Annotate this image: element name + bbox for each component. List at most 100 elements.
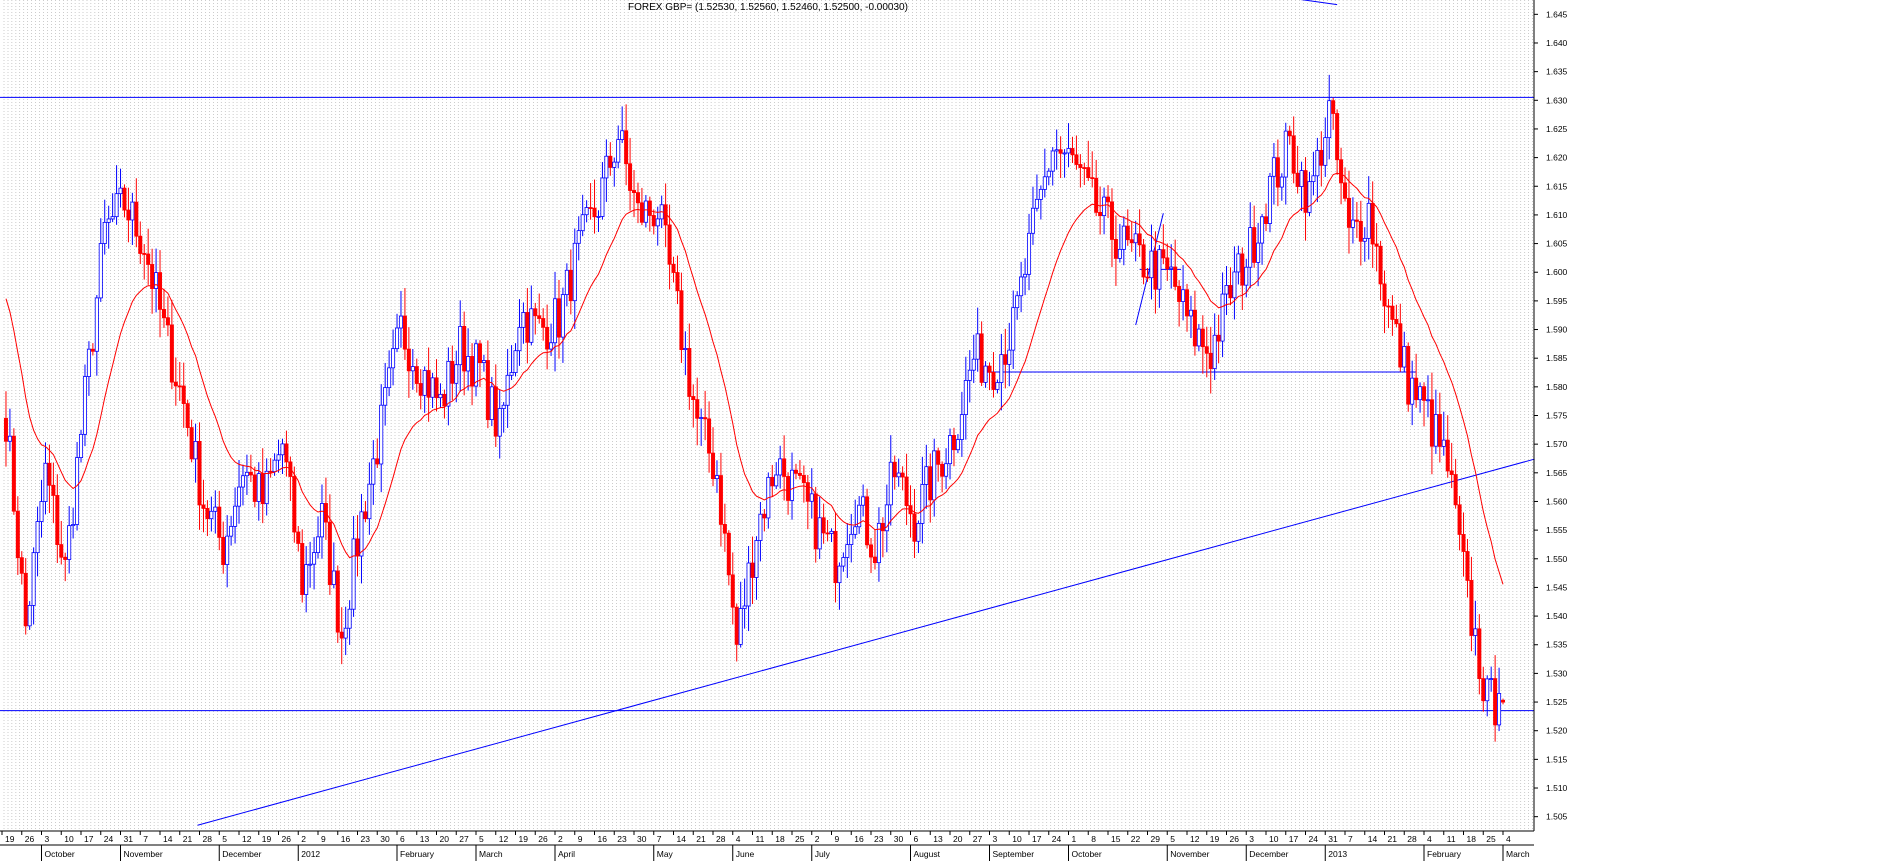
candle [829,528,834,543]
candle-body [904,476,909,507]
candle-body [422,370,427,396]
candle [1319,131,1324,187]
candle [418,369,423,410]
candle [237,459,242,524]
x-tick-label: 20 [953,834,963,844]
candle-body [849,533,854,545]
candle [1283,122,1288,205]
x-tick-label: 3 [1249,834,1254,844]
candle-body [1465,551,1470,581]
candle-body [876,522,881,564]
month-label: December [1249,849,1288,859]
candle-body [742,605,747,609]
candle [343,606,348,656]
candle-body [1003,354,1008,365]
candle-body [1433,414,1438,447]
candle [655,206,660,246]
candle-body [213,506,218,512]
candle [371,440,376,505]
candle-body [1267,175,1272,224]
candle-body [43,462,48,502]
candle-body [1303,170,1308,213]
candle [1181,265,1186,321]
candle-body [106,218,111,223]
x-tick-label: 5 [1170,834,1175,844]
candle [529,285,534,346]
candle [185,399,190,437]
candle [1469,556,1474,652]
candle-body [466,356,471,372]
candle-body [221,536,226,565]
candle-body [714,475,719,480]
candle [1256,222,1261,287]
candle-body [940,463,945,477]
candle [1275,139,1280,207]
candle-body [556,298,561,338]
candle-body [817,517,822,550]
candle [979,321,984,387]
candle-body [1027,232,1032,275]
candle [695,377,700,446]
candle [1228,267,1233,306]
candle [1410,360,1415,426]
x-tick-label: 10 [1269,834,1279,844]
candle-body [865,496,870,546]
candle-body [549,342,554,350]
candle [410,348,415,390]
candle-body [79,433,84,458]
candle-body [1394,319,1399,325]
month-label: October [45,849,75,859]
candle-body [861,496,866,506]
candle [564,263,569,307]
x-tick-label: 4 [736,834,741,844]
candle [233,487,238,544]
candle-body [23,572,28,627]
candle [592,179,597,234]
candle [1054,129,1059,170]
x-tick-label: 4 [1506,834,1511,844]
candle-body [501,404,506,409]
candle-body [1497,693,1502,726]
candle [703,390,708,441]
x-tick-label: 28 [716,834,726,844]
candle-body [1260,216,1265,244]
candle-body [161,308,166,319]
candle [189,419,194,463]
candle-body [1485,678,1490,702]
candle-body [1224,285,1229,295]
candle-body [1445,439,1450,472]
candle-body [134,201,139,237]
candle-body [256,473,261,502]
candle-body [778,458,783,476]
candle [59,521,64,565]
month-label: April [558,849,575,859]
candle-body [1331,100,1336,114]
candle [359,493,364,584]
candle [762,509,767,532]
candle-body [995,382,1000,390]
candle-body [1283,130,1288,178]
candle [240,464,245,506]
x-tick-label: 19 [5,834,15,844]
candle [1362,227,1367,262]
candle [1398,303,1403,372]
candle-body [1422,386,1427,401]
candle [1145,268,1150,282]
candle-body [924,466,929,485]
candle [126,187,131,243]
candle-body [683,348,688,351]
candle [1015,291,1020,320]
candle-body [7,435,12,442]
y-tick-label: 1.640 [1546,38,1568,48]
candle-body [916,523,921,542]
x-tick-label: 13 [420,834,430,844]
candle-body [1378,245,1383,285]
y-tick-label: 1.590 [1546,325,1568,335]
month-label: June [736,849,755,859]
candle-body [154,272,159,289]
candle-body [639,202,644,223]
candle [1141,239,1146,285]
candle-body [1137,233,1142,246]
candle-body [545,326,550,350]
candle [560,287,565,363]
